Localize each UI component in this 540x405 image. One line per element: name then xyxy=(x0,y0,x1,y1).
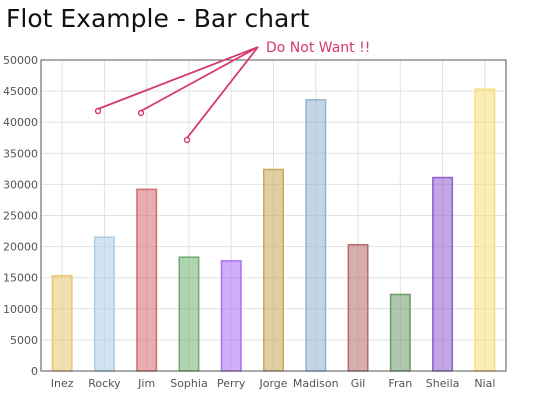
y-tick-label: 30000 xyxy=(3,178,38,191)
y-tick-label: 35000 xyxy=(3,147,38,160)
y-axis: 0 5000 10000 15000 20000 25000 30000 35000 40000… xyxy=(3,54,38,378)
bar-jorge xyxy=(263,168,284,372)
bar-sheila xyxy=(432,176,454,372)
x-tick-label: Sophia xyxy=(170,377,207,390)
y-tick-label: 50000 xyxy=(3,54,38,67)
bars xyxy=(51,88,496,372)
y-tick-label: 40000 xyxy=(3,116,38,129)
annotation-arrow xyxy=(186,46,259,139)
bar-madison xyxy=(305,99,327,372)
annotation-arrow-tip xyxy=(183,136,191,144)
annotation: Do Not Want !! xyxy=(94,40,370,144)
page-title: Flot Example - Bar chart xyxy=(6,4,310,33)
x-tick-label: Sheila xyxy=(426,377,460,390)
plot-border xyxy=(40,59,507,372)
annotation-arrow xyxy=(140,46,259,112)
annotation-arrow xyxy=(97,46,259,110)
x-axis: Inez Rocky Jim Sophia Perry Jorge Madison Gil Fr… xyxy=(51,377,496,390)
y-tick-label: 0 xyxy=(31,365,38,378)
y-tick-label: 5000 xyxy=(10,334,38,347)
x-tick-label: Nial xyxy=(474,377,495,390)
x-tick-label: Inez xyxy=(51,377,74,390)
y-tick-label: 25000 xyxy=(3,210,38,223)
x-tick-label: Perry xyxy=(217,377,246,390)
bar-sophia xyxy=(178,256,200,372)
y-tick-label: 45000 xyxy=(3,85,38,98)
bar-jim xyxy=(136,188,158,372)
bar-inez xyxy=(51,275,73,372)
bar-rocky xyxy=(93,236,115,372)
x-tick-label: Madison xyxy=(293,377,339,390)
y-tick-label: 20000 xyxy=(3,241,38,254)
x-tick-label: Gil xyxy=(351,377,366,390)
annotation-arrow-tip xyxy=(94,107,102,115)
x-tick-label: Fran xyxy=(388,377,412,390)
bar-perry xyxy=(220,260,242,372)
annotation-arrow-tip xyxy=(137,109,145,117)
y-tick-label: 15000 xyxy=(3,272,38,285)
x-tick-label: Rocky xyxy=(88,377,121,390)
bar-fran xyxy=(389,293,411,372)
y-tick-label: 10000 xyxy=(3,303,38,316)
bar-nial xyxy=(474,88,496,372)
annotation-label: Do Not Want !! xyxy=(266,40,370,56)
bar-gil xyxy=(347,243,369,372)
x-tick-label: Jorge xyxy=(258,377,287,390)
x-tick-label: Jim xyxy=(137,377,155,390)
